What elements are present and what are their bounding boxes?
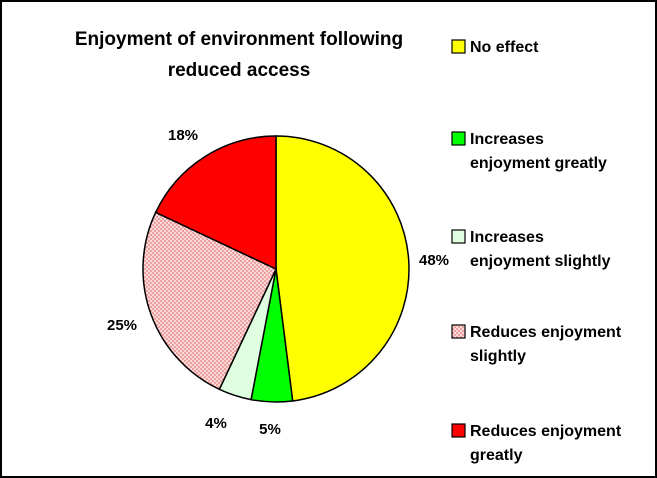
legend-label: enjoyment slightly <box>470 253 611 270</box>
pie-slice <box>142 211 277 391</box>
legend-swatch <box>451 229 466 244</box>
pie-data-label: 25% <box>107 317 137 334</box>
legend-swatch <box>451 423 466 438</box>
legend-swatch <box>451 324 466 339</box>
chart-title-line: reduced access <box>168 60 311 81</box>
pie-slice <box>154 135 277 271</box>
legend: No effect Increases enjoyment greatly Incre… <box>451 39 622 464</box>
legend-label: Reduces enjoyment <box>470 423 622 440</box>
legend-label: greatly <box>470 447 523 464</box>
legend-label: Reduces enjoyment <box>470 324 622 341</box>
pie-data-label: 18% <box>168 127 198 144</box>
chart-title-line: Enjoyment of environment following <box>75 29 403 50</box>
legend-label: Increases <box>470 229 544 246</box>
pie-slices <box>142 135 410 403</box>
chart-title: Enjoyment of environment following reduc… <box>75 29 403 81</box>
legend-swatch <box>451 39 466 54</box>
legend-label: Increases <box>470 131 544 148</box>
pie-data-label: 48% <box>419 252 449 269</box>
pie-data-labels: 48% 5% 4% 25% 18% <box>107 127 449 438</box>
pie-data-label: 5% <box>259 421 281 438</box>
legend-label: enjoyment greatly <box>470 155 607 172</box>
pie-data-label: 4% <box>205 415 227 432</box>
legend-swatch <box>451 131 466 146</box>
legend-label: No effect <box>470 39 539 56</box>
pie-slice <box>275 135 410 402</box>
legend-label: slightly <box>470 348 526 365</box>
